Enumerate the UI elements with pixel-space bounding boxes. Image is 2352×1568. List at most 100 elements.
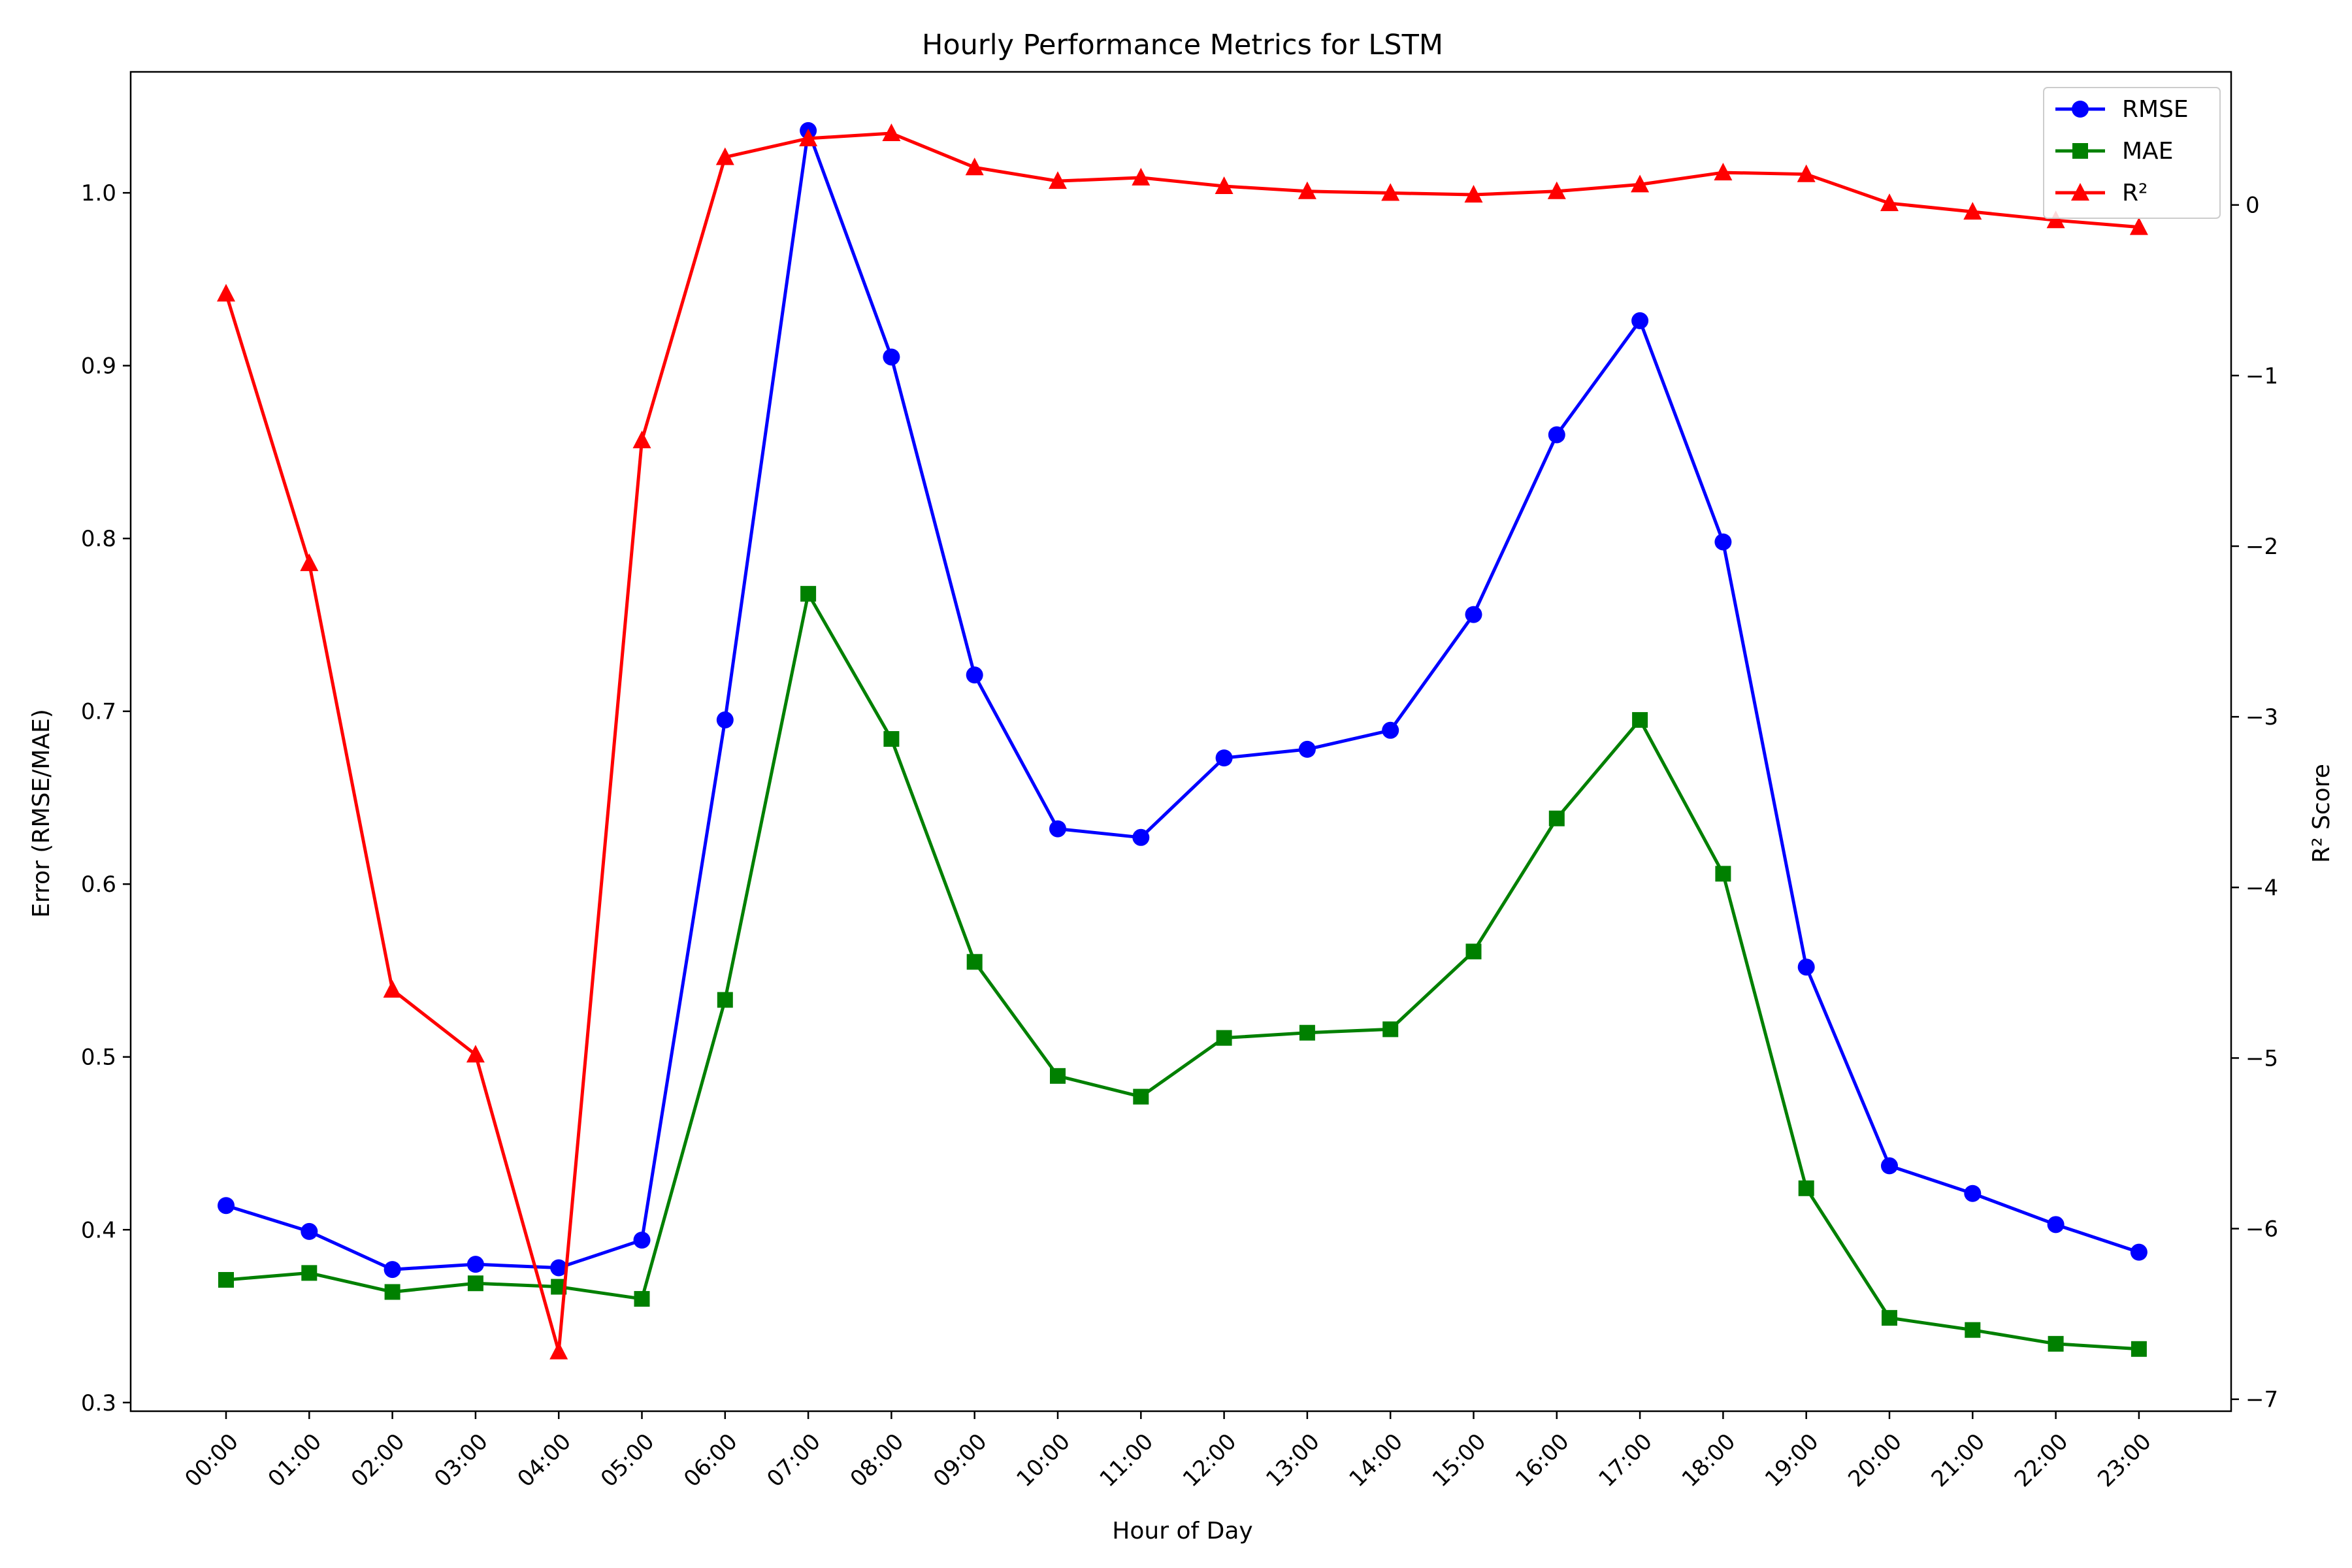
y-tick-label: 0.9 — [81, 353, 116, 380]
y-tick-label: 0.3 — [81, 1390, 116, 1416]
data-point-mae — [1715, 866, 1731, 882]
data-point-r2 — [300, 553, 319, 572]
chart-title: Hourly Performance Metrics for LSTM — [922, 29, 1443, 61]
data-point-rmse — [384, 1261, 401, 1279]
data-point-rmse — [550, 1259, 568, 1277]
data-point-mae — [1050, 1068, 1066, 1084]
data-point-r2 — [1298, 181, 1316, 199]
series-line-rmse — [225, 129, 2140, 1271]
data-point-mae — [1382, 1021, 1399, 1037]
legend-label-rmse: RMSE — [2122, 96, 2189, 123]
series-line-r2 — [224, 131, 2140, 1354]
data-point-r2 — [1631, 174, 1650, 193]
plot-area — [129, 71, 2232, 1413]
y2-tick-label: −2 — [2246, 534, 2278, 560]
data-point-rmse — [883, 348, 900, 366]
data-point-rmse — [1382, 721, 1399, 739]
y2-tick-label: −5 — [2246, 1045, 2278, 1071]
data-point-rmse — [716, 711, 734, 728]
data-point-r2 — [1215, 176, 1233, 194]
y-tick-label: 1.0 — [81, 180, 116, 206]
x-axis-label: Hour of Day — [1112, 1518, 1252, 1544]
data-point-r2 — [217, 284, 235, 302]
data-point-rmse — [1465, 606, 1482, 623]
legend-item-mae: MAE — [2055, 138, 2173, 165]
data-point-r2 — [2129, 217, 2148, 235]
data-point-r2 — [882, 123, 901, 142]
data-point-mae — [1299, 1024, 1315, 1041]
data-point-rmse — [1881, 1157, 1898, 1175]
data-point-r2 — [799, 128, 818, 146]
data-point-mae — [218, 1271, 234, 1288]
y2-tick-label: −1 — [2246, 363, 2278, 389]
data-point-mae — [2131, 1341, 2147, 1357]
data-point-r2 — [1464, 185, 1483, 203]
data-point-rmse — [966, 666, 983, 684]
series-r2 — [217, 123, 2148, 1360]
data-point-mae — [467, 1275, 483, 1292]
data-point-mae — [1965, 1322, 1981, 1338]
y-axis-left: 0.3 0.4 0.5 0.6 0.7 0.8 0.9 1.0 — [81, 180, 131, 1416]
y-axis-right: −7 −6 −5 −4 −3 −2 −1 0 — [2231, 193, 2278, 1413]
y2-tick-label: −4 — [2246, 875, 2278, 901]
legend-item-rmse: RMSE — [2055, 96, 2189, 123]
data-point-rmse — [218, 1197, 235, 1215]
data-point-r2 — [632, 431, 651, 449]
data-point-rmse — [1215, 749, 1233, 767]
data-point-r2 — [1714, 163, 1733, 181]
data-point-r2 — [383, 979, 402, 998]
data-point-mae — [2048, 1335, 2064, 1352]
y2-tick-label: −7 — [2246, 1387, 2278, 1413]
data-point-rmse — [1714, 533, 1732, 551]
data-point-r2 — [1547, 181, 1566, 199]
data-point-r2 — [466, 1045, 485, 1063]
data-point-mae — [1465, 943, 1482, 960]
data-point-rmse — [301, 1222, 318, 1240]
data-point-r2 — [2046, 210, 2065, 229]
series-mae — [218, 585, 2147, 1357]
legend-label-mae: MAE — [2122, 138, 2173, 165]
y-axis-left-label: Error (RMSE/MAE) — [28, 709, 55, 918]
data-point-rmse — [2047, 1216, 2065, 1233]
legend-marker-rmse — [2072, 101, 2089, 118]
data-point-mae — [384, 1284, 400, 1300]
y-tick-label: 0.7 — [81, 699, 116, 725]
data-point-r2 — [965, 157, 984, 176]
data-point-r2 — [1132, 167, 1151, 186]
data-point-mae — [717, 992, 733, 1008]
data-point-mae — [634, 1291, 650, 1307]
y2-tick-label: −3 — [2246, 704, 2278, 730]
data-point-mae — [1882, 1310, 1897, 1326]
series-layer — [217, 122, 2148, 1360]
data-point-mae — [883, 731, 900, 747]
legend-label-r2: R² — [2122, 180, 2148, 206]
data-point-mae — [1216, 1030, 1232, 1046]
data-point-r2 — [1797, 164, 1816, 182]
data-point-rmse — [633, 1232, 651, 1249]
series-line-mae — [225, 592, 2140, 1351]
data-point-mae — [301, 1265, 318, 1281]
data-point-rmse — [1964, 1184, 1982, 1202]
data-point-rmse — [2130, 1243, 2148, 1261]
legend-box — [2043, 87, 2221, 219]
data-point-mae — [1632, 711, 1648, 728]
legend-marker-r2 — [2071, 183, 2089, 201]
data-point-rmse — [1132, 828, 1150, 846]
legend: RMSE MAE R² — [2043, 87, 2221, 219]
y2-tick-label: −6 — [2246, 1217, 2278, 1243]
legend-item-r2: R² — [2055, 180, 2148, 206]
data-point-r2 — [1963, 202, 1982, 220]
data-point-rmse — [1298, 740, 1316, 758]
data-point-r2 — [1381, 183, 1400, 201]
data-point-rmse — [466, 1256, 484, 1273]
y-tick-label: 0.4 — [81, 1217, 116, 1243]
data-point-rmse — [1049, 820, 1066, 838]
data-point-r2 — [1049, 171, 1067, 189]
data-point-mae — [1133, 1088, 1149, 1105]
y-tick-label: 0.5 — [81, 1045, 116, 1071]
data-point-mae — [1798, 1180, 1814, 1196]
legend-marker-mae — [2072, 143, 2088, 159]
data-point-mae — [966, 954, 983, 970]
